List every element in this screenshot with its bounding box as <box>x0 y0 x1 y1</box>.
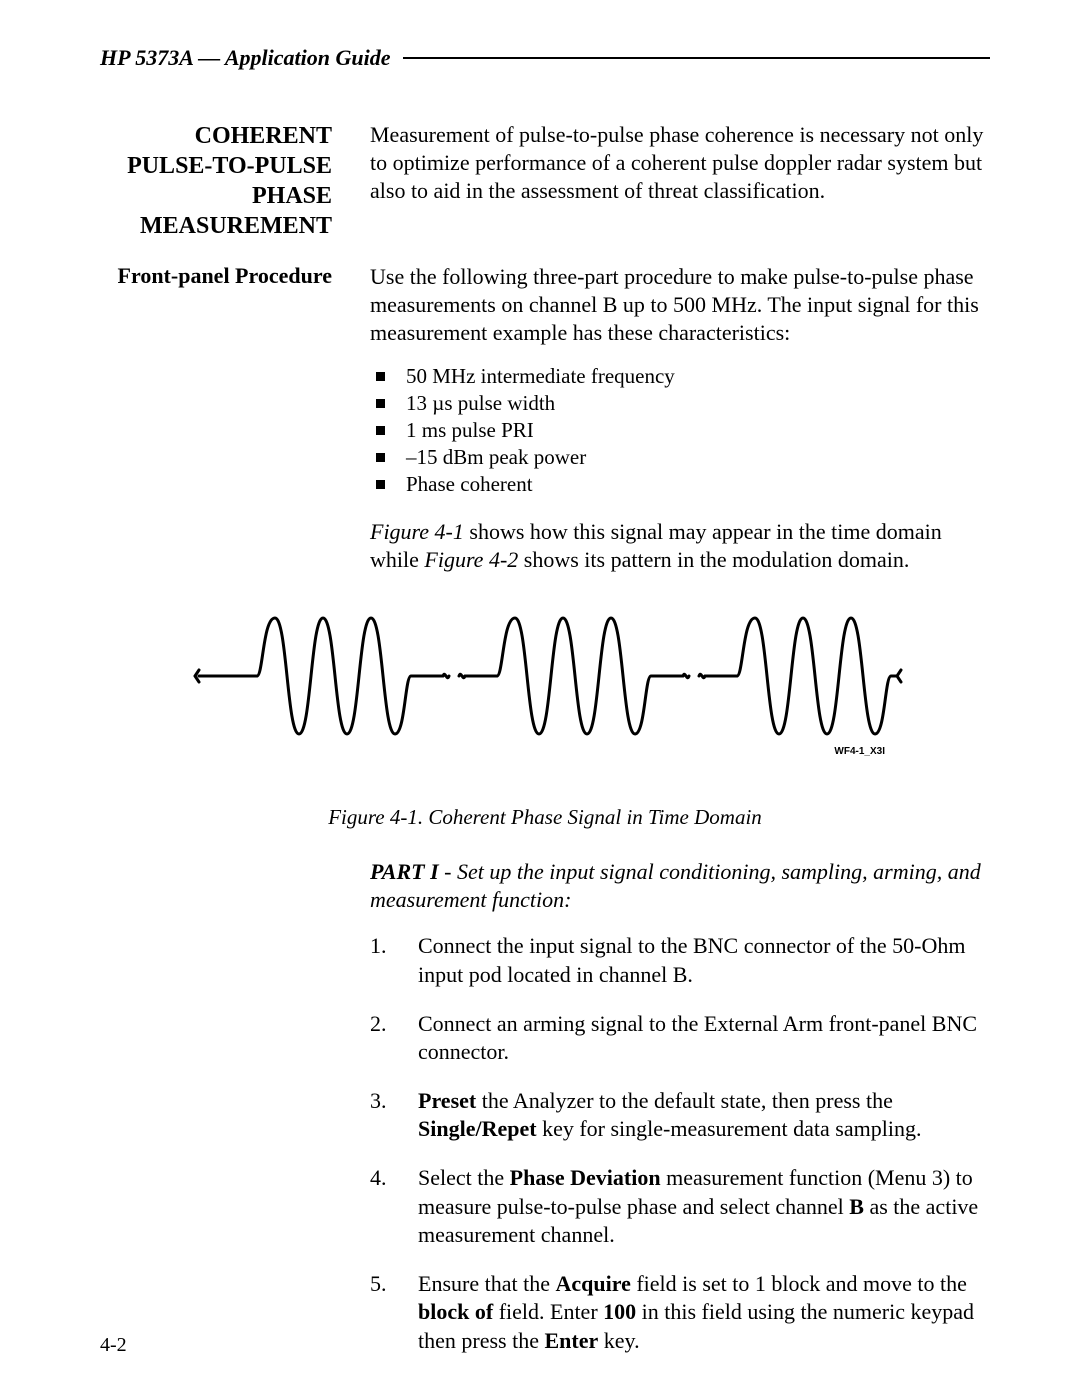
heading-line-1: COHERENT <box>100 121 332 151</box>
step-3-bold-1: Preset <box>418 1088 476 1113</box>
step-5-bold-1: Acquire <box>555 1271 630 1296</box>
step-5-bold-3: 100 <box>603 1299 636 1324</box>
header-title: HP 5373A — Application Guide <box>100 45 391 71</box>
part-1-dash: - <box>439 859 457 884</box>
section-heading-procedure: Front-panel Procedure <box>100 263 370 574</box>
waveform-label: WF4-1_X3I <box>834 746 885 757</box>
step-5-text-2: field is set to 1 block and move to the <box>631 1271 967 1296</box>
figure-4-1: WF4-1_X3I Figure 4-1. Coherent Phase Sig… <box>100 604 990 830</box>
section-body-procedure: Use the following three-part procedure t… <box>370 263 990 574</box>
section-heading-coherent: COHERENT PULSE-TO-PULSE PHASE MEASUREMEN… <box>100 121 370 241</box>
heading-line-3: PHASE <box>100 181 332 211</box>
step-4: Select the Phase Deviation measurement f… <box>370 1164 990 1250</box>
figure-ref-1: Figure 4-1 <box>370 519 464 544</box>
step-3: Preset the Analyzer to the default state… <box>370 1087 990 1144</box>
part-1-label: PART I <box>370 859 439 884</box>
step-4-bold-2: B <box>849 1194 864 1219</box>
section-body-coherent: Measurement of pulse-to-pulse phase cohe… <box>370 121 990 241</box>
step-5: Ensure that the Acquire field is set to … <box>370 1270 990 1356</box>
step-4-bold-1: Phase Deviation <box>510 1165 661 1190</box>
step-5-bold-4: Enter <box>544 1328 598 1353</box>
part-1-intro: PART I - Set up the input signal conditi… <box>370 858 990 914</box>
page: HP 5373A — Application Guide COHERENT PU… <box>0 0 1080 1397</box>
waveform-svg: WF4-1_X3I <box>185 604 905 774</box>
heading-line-2: PULSE-TO-PULSE <box>100 151 332 181</box>
figure-reference-text: Figure 4-1 shows how this signal may app… <box>370 518 990 574</box>
bullet-item: 13 µs pulse width <box>370 390 990 417</box>
section-coherent: COHERENT PULSE-TO-PULSE PHASE MEASUREMEN… <box>100 121 990 241</box>
step-3-text-1: the Analyzer to the default state, then … <box>476 1088 893 1113</box>
part-1-body: PART I - Set up the input signal conditi… <box>370 858 990 1375</box>
header-rule <box>403 57 990 59</box>
signal-characteristics-list: 50 MHz intermediate frequency 13 µs puls… <box>370 363 990 497</box>
page-header: HP 5373A — Application Guide <box>100 45 990 71</box>
step-2: Connect an arming signal to the External… <box>370 1010 990 1067</box>
bullet-item: Phase coherent <box>370 471 990 498</box>
figure-caption-prefix: Figure 4-1. <box>328 805 428 829</box>
figure-caption-text: Coherent Phase Signal in Time Domain <box>428 805 761 829</box>
step-5-text-3: field. Enter <box>493 1299 603 1324</box>
step-1: Connect the input signal to the BNC conn… <box>370 932 990 989</box>
procedure-intro: Use the following three-part procedure t… <box>370 263 990 347</box>
part-1-intro-text: Set up the input signal conditioning, sa… <box>370 859 981 912</box>
bullet-item: 1 ms pulse PRI <box>370 417 990 444</box>
figure-caption: Figure 4-1. Coherent Phase Signal in Tim… <box>100 805 990 830</box>
bullet-item: 50 MHz intermediate frequency <box>370 363 990 390</box>
step-3-text-2: key for single-measurement data sampling… <box>537 1116 922 1141</box>
step-5-bold-2: block of <box>418 1299 493 1324</box>
step-5-text-1: Ensure that the <box>418 1271 555 1296</box>
step-3-bold-2: Single/Repet <box>418 1116 537 1141</box>
figure-ref-2: Figure 4-2 <box>424 547 518 572</box>
step-5-text-5: key. <box>598 1328 639 1353</box>
bullet-item: –15 dBm peak power <box>370 444 990 471</box>
part-1-left-spacer <box>100 858 370 1375</box>
section-procedure: Front-panel Procedure Use the following … <box>100 263 990 574</box>
subheading-procedure: Front-panel Procedure <box>100 263 332 289</box>
figure-ref-text-2: shows its pattern in the modulation doma… <box>518 547 909 572</box>
heading-line-4: MEASUREMENT <box>100 211 332 241</box>
page-number: 4-2 <box>100 1334 127 1357</box>
part-1-block: PART I - Set up the input signal conditi… <box>100 858 990 1375</box>
step-4-text-1: Select the <box>418 1165 510 1190</box>
part-1-steps: Connect the input signal to the BNC conn… <box>370 932 990 1355</box>
